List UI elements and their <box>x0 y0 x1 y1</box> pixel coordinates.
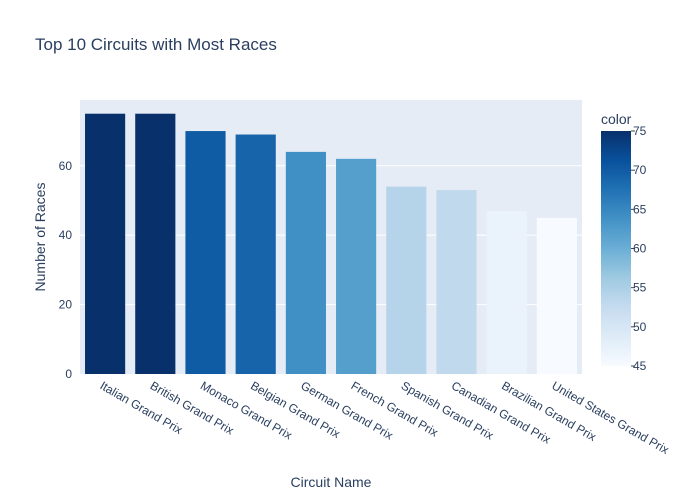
bar <box>235 134 276 374</box>
y-axis-title: Number of Races <box>32 183 48 292</box>
y-tick-label: 40 <box>59 228 73 242</box>
bars <box>85 113 577 374</box>
bar <box>436 190 477 374</box>
colorbar-tick-label: 60 <box>633 242 647 256</box>
y-tick-label: 60 <box>59 159 73 173</box>
colorbar-tick-label: 75 <box>633 124 647 138</box>
colorbar-tick-labels: 45 50 55 60 65 70 75 <box>631 124 647 373</box>
bar <box>85 113 126 374</box>
x-tick-label: Belgian Grand Prix <box>248 378 342 440</box>
x-tick-label: German Grand Prix <box>298 378 395 442</box>
colorbar-tick-label: 45 <box>633 359 647 373</box>
x-tick-label: Monaco Grand Prix <box>198 378 295 442</box>
colorbar-tick-label: 55 <box>633 281 647 295</box>
bar <box>486 210 527 374</box>
colorbar: color 45 50 55 60 65 70 75 <box>601 111 647 373</box>
colorbar-tick-label: 50 <box>633 320 647 334</box>
y-tick-labels: 0 20 40 60 <box>59 159 73 381</box>
colorbar-tick-label: 65 <box>633 202 647 216</box>
bar <box>536 217 577 374</box>
colorbar-gradient <box>601 131 631 366</box>
bar <box>386 186 427 374</box>
colorbar-tick-label: 70 <box>633 163 647 177</box>
bar <box>336 158 377 374</box>
y-tick-label: 20 <box>59 298 73 312</box>
y-tick-label: 0 <box>65 367 72 381</box>
chart-title: Top 10 Circuits with Most Races <box>35 35 277 54</box>
x-axis-title: Circuit Name <box>291 474 372 490</box>
bar <box>285 151 326 374</box>
bar <box>135 113 176 374</box>
colorbar-title: color <box>601 111 632 127</box>
bar <box>185 131 226 374</box>
x-tick-label: Spanish Grand Prix <box>399 378 496 442</box>
x-tick-label: British Grand Prix <box>148 378 236 437</box>
